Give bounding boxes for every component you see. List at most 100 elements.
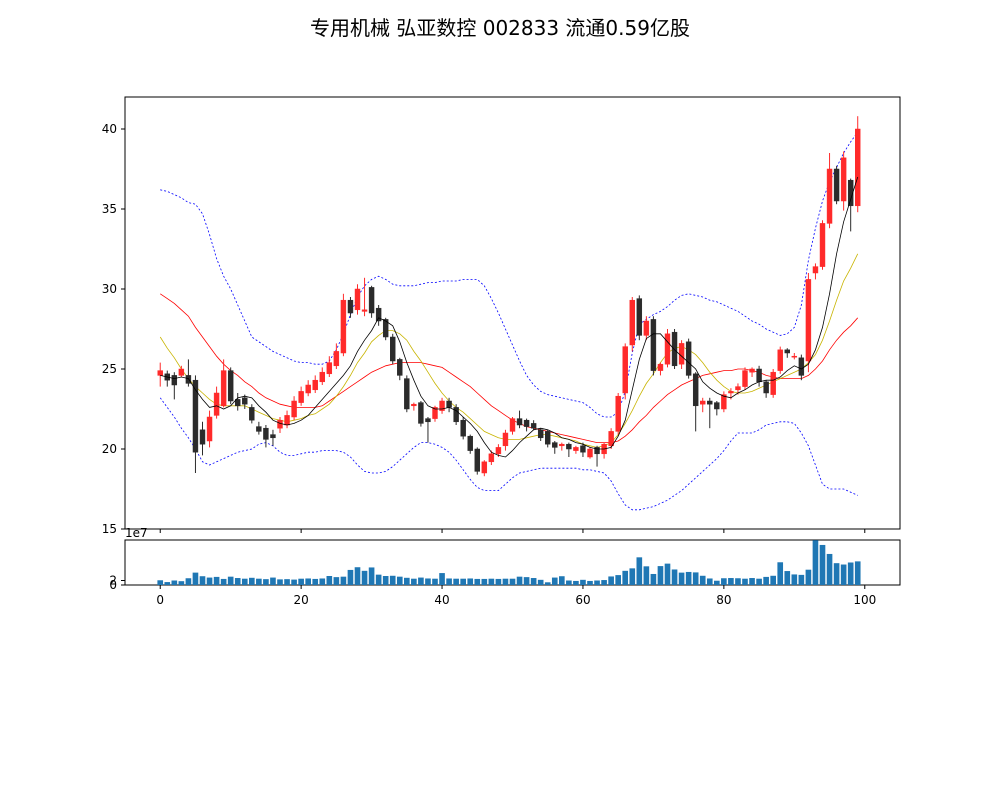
volume-bar: [728, 578, 734, 585]
volume-bar: [206, 577, 213, 585]
candle-body: [643, 320, 650, 336]
volume-bar: [784, 571, 791, 585]
volume-bar: [347, 569, 354, 585]
volume-bar: [270, 577, 276, 585]
volume-x-tick-label: 80: [716, 593, 731, 607]
candle: [714, 401, 720, 416]
candle: [707, 397, 713, 429]
volume-bar: [389, 575, 396, 585]
volume-x-tick-label: 100: [853, 593, 876, 607]
volume-bar: [580, 579, 586, 585]
volume-bar: [819, 544, 826, 585]
candle: [333, 343, 340, 369]
candle: [650, 316, 657, 376]
candle: [559, 442, 565, 451]
candle: [516, 410, 523, 429]
candle: [671, 329, 678, 369]
volume-y-tick-label: 0: [109, 578, 117, 592]
volume-bar: [411, 578, 417, 585]
candle: [777, 346, 783, 374]
volume-bar: [721, 578, 727, 585]
candle-body: [770, 371, 776, 395]
volume-bar: [439, 573, 445, 585]
candle-body: [615, 395, 621, 432]
candle: [495, 444, 502, 457]
candle-body: [326, 362, 333, 375]
volume-bar: [375, 574, 382, 585]
candle: [171, 372, 178, 400]
candle: [213, 386, 220, 419]
candle-body: [382, 319, 389, 338]
volume-bar: [291, 579, 297, 585]
candle-body: [530, 423, 537, 429]
candle-body: [791, 355, 798, 358]
candle: [763, 380, 769, 398]
volume-bar: [263, 579, 269, 585]
candle: [721, 391, 727, 413]
candle: [227, 367, 234, 405]
candle: [537, 428, 544, 441]
candle-body: [411, 403, 417, 407]
candle-body: [594, 447, 600, 455]
price-y-tick-label: 25: [102, 362, 117, 376]
candle-body: [467, 435, 473, 451]
candle: [453, 404, 459, 425]
candle-body: [481, 461, 488, 474]
candle: [573, 445, 579, 454]
volume-bar: [629, 568, 636, 585]
volume-bar: [354, 567, 361, 585]
candle: [185, 359, 192, 387]
candle-body: [354, 288, 361, 311]
volume-bar: [763, 576, 769, 585]
candle-body: [685, 341, 692, 376]
candle-body: [636, 298, 643, 336]
volume-bar: [368, 567, 375, 585]
candle-body: [305, 384, 311, 394]
volume-bar: [798, 574, 805, 585]
candle: [530, 420, 537, 430]
candle-body: [580, 445, 586, 453]
volume-bar: [277, 579, 283, 585]
candle-body: [432, 407, 438, 419]
volume-bar: [284, 579, 290, 585]
candle-body: [692, 373, 699, 407]
candle-body: [559, 443, 565, 447]
volume-bar: [791, 574, 798, 585]
candle-body: [227, 370, 234, 402]
volume-bar: [185, 578, 192, 585]
volume-bar: [833, 563, 840, 585]
candle-body: [397, 359, 403, 376]
candle: [636, 295, 643, 341]
volume-bar: [692, 572, 699, 585]
candle: [397, 357, 403, 381]
volume-bar: [756, 578, 762, 585]
chart-title: 专用机械 弘亚数控 002833 流通0.59亿股: [310, 16, 690, 40]
candle: [692, 372, 699, 432]
volume-bar: [178, 581, 185, 585]
candle: [439, 397, 445, 414]
candle-body: [700, 400, 706, 405]
ma-long-line: [160, 293, 859, 444]
ma-short-line: [160, 176, 859, 458]
candle: [812, 263, 819, 280]
volume-bar: [826, 553, 833, 585]
candle-body: [826, 168, 833, 224]
candle: [249, 404, 255, 424]
candle-body: [756, 368, 762, 383]
volume-bar: [453, 578, 459, 585]
candle-body: [678, 343, 685, 365]
candle-body: [446, 400, 452, 408]
price-y-tick-label: 40: [102, 122, 117, 136]
candle: [700, 397, 706, 413]
volume-bar: [227, 576, 234, 585]
volume-bar: [573, 580, 579, 585]
volume-bar: [523, 577, 530, 585]
volume-bar: [777, 562, 784, 585]
candle-body: [840, 157, 847, 202]
price-y-tick-label: 35: [102, 202, 117, 216]
candle-body: [608, 431, 614, 447]
volume-bar: [854, 561, 861, 585]
candle-body: [390, 336, 396, 362]
volume-bar: [333, 577, 340, 585]
volume-bar: [770, 575, 776, 585]
